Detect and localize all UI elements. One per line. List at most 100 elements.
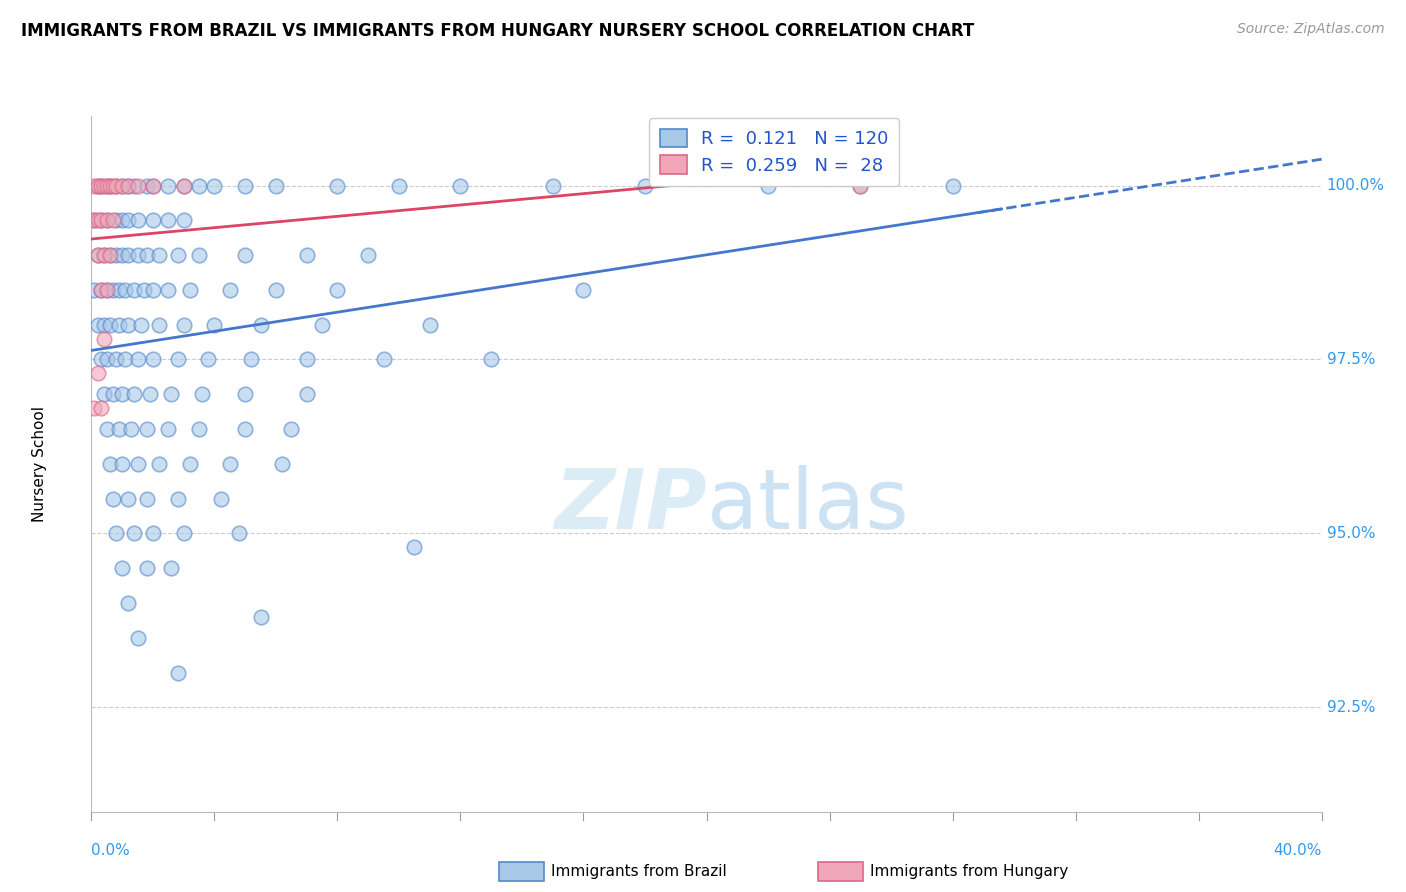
- Point: [135, 178, 157, 193]
- Point: [240, 352, 263, 367]
- Point: [280, 422, 302, 436]
- Point: [96, 213, 118, 227]
- Point: [373, 352, 395, 367]
- Point: [90, 283, 112, 297]
- Point: [93, 318, 115, 332]
- Point: [83, 401, 105, 416]
- Point: [173, 178, 195, 193]
- Point: [157, 422, 180, 436]
- Point: [117, 248, 139, 262]
- Point: [479, 352, 502, 367]
- Point: [111, 178, 134, 193]
- Point: [96, 422, 118, 436]
- Point: [124, 387, 146, 401]
- Point: [142, 526, 165, 541]
- Text: 0.0%: 0.0%: [91, 843, 131, 858]
- Point: [98, 318, 121, 332]
- Point: [142, 352, 165, 367]
- Point: [86, 367, 108, 381]
- Point: [142, 178, 165, 193]
- Point: [157, 213, 180, 227]
- Point: [117, 213, 139, 227]
- Point: [101, 178, 124, 193]
- Point: [93, 248, 115, 262]
- Point: [419, 318, 441, 332]
- Point: [111, 248, 134, 262]
- Point: [295, 352, 318, 367]
- Point: [849, 178, 872, 193]
- Point: [105, 526, 127, 541]
- Point: [98, 178, 121, 193]
- Legend: R =  0.121   N = 120, R =  0.259   N =  28: R = 0.121 N = 120, R = 0.259 N = 28: [650, 118, 900, 186]
- Text: 95.0%: 95.0%: [1327, 526, 1375, 541]
- Point: [86, 213, 108, 227]
- Point: [101, 283, 124, 297]
- Point: [233, 178, 256, 193]
- Point: [756, 178, 779, 193]
- Point: [179, 283, 201, 297]
- Point: [179, 457, 201, 471]
- Point: [142, 178, 165, 193]
- Point: [93, 387, 115, 401]
- Point: [101, 213, 124, 227]
- Point: [202, 318, 225, 332]
- Point: [120, 422, 142, 436]
- Point: [93, 332, 115, 346]
- Point: [157, 283, 180, 297]
- Text: 40.0%: 40.0%: [1274, 843, 1322, 858]
- Point: [117, 596, 139, 610]
- Point: [93, 248, 115, 262]
- Point: [139, 387, 162, 401]
- Point: [90, 178, 112, 193]
- Point: [202, 178, 225, 193]
- Point: [404, 541, 426, 555]
- Point: [941, 178, 963, 193]
- Point: [105, 352, 127, 367]
- Point: [90, 352, 112, 367]
- Point: [127, 213, 149, 227]
- Point: [166, 248, 188, 262]
- Point: [135, 491, 157, 506]
- Point: [108, 318, 131, 332]
- Point: [326, 178, 349, 193]
- Point: [295, 248, 318, 262]
- Point: [142, 213, 165, 227]
- Point: [264, 283, 287, 297]
- Point: [218, 457, 240, 471]
- Point: [83, 213, 105, 227]
- Point: [249, 610, 271, 624]
- Point: [90, 283, 112, 297]
- Point: [233, 422, 256, 436]
- Point: [173, 178, 195, 193]
- Point: [101, 491, 124, 506]
- Point: [127, 178, 149, 193]
- Point: [108, 422, 131, 436]
- Point: [634, 178, 657, 193]
- Point: [233, 248, 256, 262]
- Point: [105, 178, 127, 193]
- Point: [83, 178, 105, 193]
- Point: [98, 178, 121, 193]
- Point: [124, 526, 146, 541]
- Point: [96, 283, 118, 297]
- Point: [264, 178, 287, 193]
- Point: [98, 248, 121, 262]
- Text: ZIP: ZIP: [554, 465, 706, 546]
- Point: [114, 283, 136, 297]
- Point: [117, 491, 139, 506]
- Point: [83, 213, 105, 227]
- Point: [127, 248, 149, 262]
- Point: [233, 387, 256, 401]
- Point: [86, 178, 108, 193]
- Point: [86, 248, 108, 262]
- Point: [191, 387, 214, 401]
- Point: [173, 318, 195, 332]
- Point: [86, 178, 108, 193]
- Point: [135, 422, 157, 436]
- Point: [96, 352, 118, 367]
- Point: [101, 387, 124, 401]
- Text: Nursery School: Nursery School: [32, 406, 48, 522]
- Point: [132, 283, 155, 297]
- Point: [449, 178, 471, 193]
- Point: [228, 526, 250, 541]
